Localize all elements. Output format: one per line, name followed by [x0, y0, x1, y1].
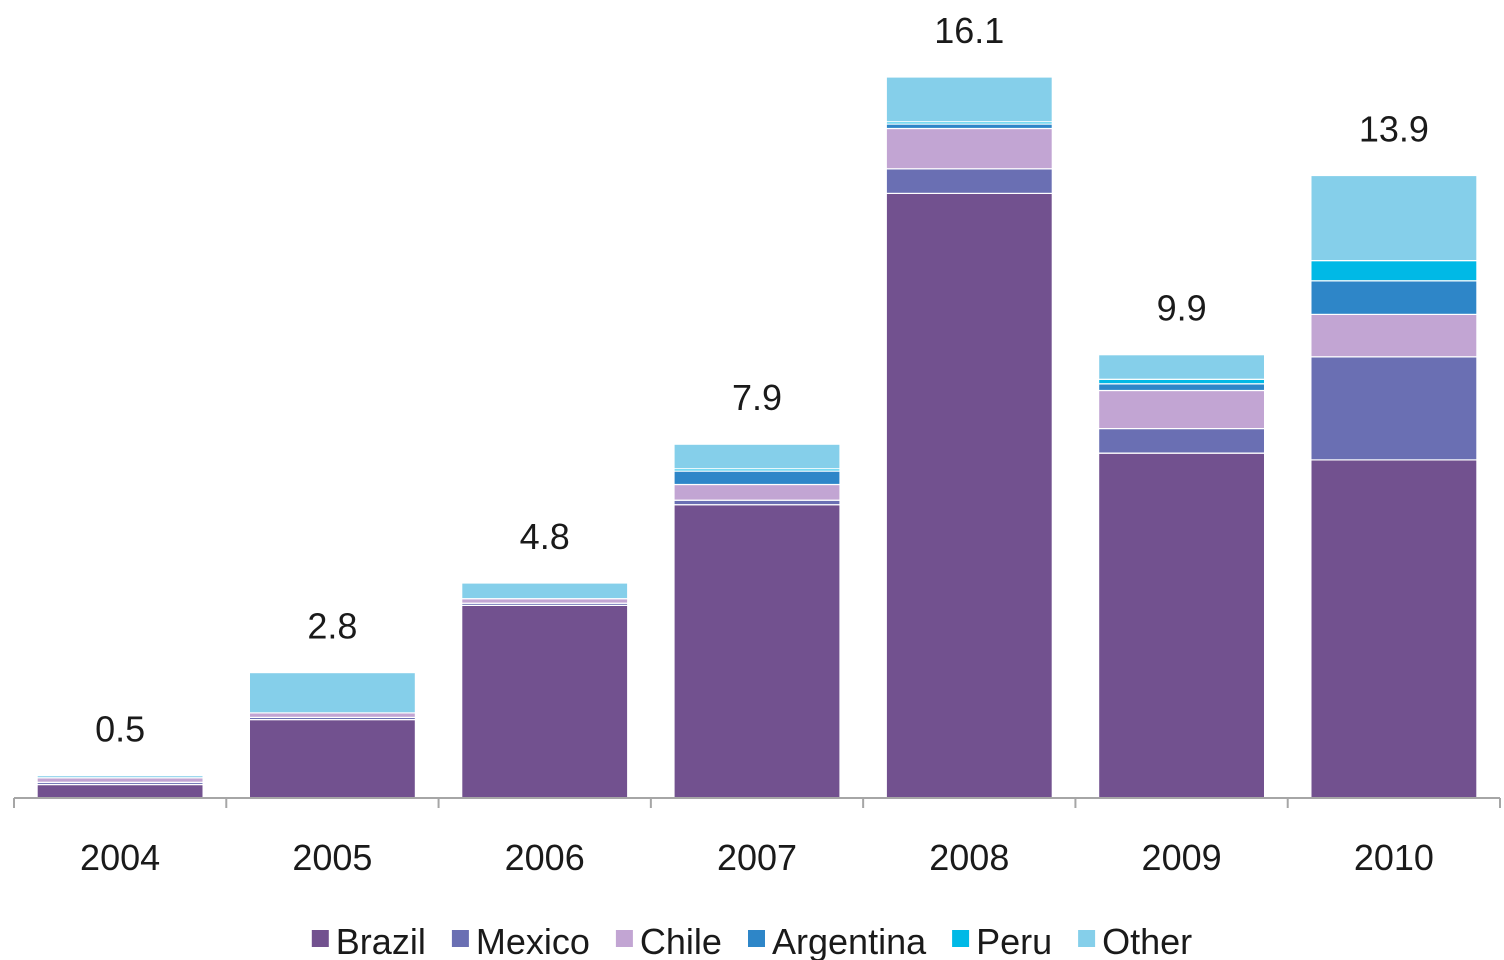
x-tick-label-2005: 2005 [292, 837, 372, 878]
bar-segment-chile-2009 [1097, 389, 1266, 430]
bar-segment-brazil-2009 [1097, 452, 1266, 799]
legend-swatch-mexico [451, 930, 469, 947]
bars-layer [36, 76, 1478, 799]
bar-segment-other-2010 [1310, 174, 1478, 262]
bar-segment-brazil-2010 [1310, 459, 1478, 799]
legend-label-peru: Peru [976, 921, 1052, 960]
bar-segment-argentina-2007 [673, 470, 841, 486]
bar-segment-other-2009 [1097, 354, 1266, 380]
bar-segment-peru-2010 [1310, 260, 1478, 282]
bar-segment-peru-2009 [1097, 378, 1266, 385]
legend-label-brazil: Brazil [336, 921, 426, 960]
bar-segment-chile-2004 [36, 777, 204, 783]
bar-segment-chile-2008 [885, 127, 1053, 170]
bar-segment-brazil-2005 [248, 718, 416, 799]
x-tick-label-2006: 2006 [505, 837, 585, 878]
bar-segment-other-2007 [673, 443, 841, 470]
total-label-2006: 4.8 [520, 516, 570, 557]
bar-segment-argentina-2008 [885, 123, 1053, 130]
x-tick-label-2008: 2008 [929, 837, 1009, 878]
legend-label-mexico: Mexico [476, 921, 590, 960]
bar-segment-other-2005 [248, 671, 416, 714]
bar-segment-chile-2007 [673, 483, 841, 501]
bar-segment-other-2006 [461, 582, 629, 600]
legend-label-argentina: Argentina [772, 921, 927, 960]
x-tick-label-2010: 2010 [1354, 837, 1434, 878]
total-label-2010: 13.9 [1359, 109, 1429, 150]
x-axis: 2004 2005 2006 2007 2008 2009 2010 [13, 797, 1501, 878]
total-label-2008: 16.1 [934, 10, 1004, 51]
total-label-2007: 7.9 [732, 377, 782, 418]
bar-segment-mexico-2008 [885, 168, 1053, 195]
bar-segment-brazil-2008 [885, 192, 1053, 799]
total-label-2009: 9.9 [1157, 288, 1207, 329]
legend-swatch-argentina [748, 930, 765, 947]
total-label-2004: 0.5 [95, 709, 145, 750]
bar-segment-brazil-2006 [461, 604, 629, 799]
legend-swatch-other [1078, 930, 1096, 947]
bar-segment-mexico-2007 [673, 499, 841, 506]
bar-segment-chile-2006 [461, 598, 629, 604]
bar-segment-chile-2005 [248, 712, 416, 719]
bar-segment-other-2008 [885, 76, 1053, 123]
legend-swatch-peru [952, 930, 970, 947]
bar-segment-chile-2010 [1310, 313, 1478, 358]
bar-segment-argentina-2010 [1310, 280, 1478, 315]
legend-label-other: Other [1102, 921, 1192, 960]
bar-segment-brazil-2007 [673, 504, 841, 799]
legend-swatch-chile [615, 930, 633, 947]
x-tick-label-2007: 2007 [717, 837, 797, 878]
bar-segment-mexico-2009 [1097, 427, 1266, 454]
bar-segment-mexico-2010 [1310, 356, 1478, 461]
x-tick-label-2009: 2009 [1142, 837, 1222, 878]
legend-label-chile: Chile [640, 921, 722, 960]
total-labels-layer: 0.5 2.8 4.8 7.9 16.1 9.9 13.9 [95, 10, 1429, 750]
total-label-2005: 2.8 [307, 606, 357, 647]
bar-segment-other-2004 [36, 774, 204, 779]
legend: Brazil Mexico Chile Argentina Peru Other [311, 921, 1192, 960]
bar-segment-brazil-2004 [36, 783, 204, 799]
x-tick-label-2004: 2004 [80, 837, 160, 878]
bar-segment-argentina-2009 [1097, 383, 1266, 392]
legend-swatch-brazil [311, 930, 329, 947]
